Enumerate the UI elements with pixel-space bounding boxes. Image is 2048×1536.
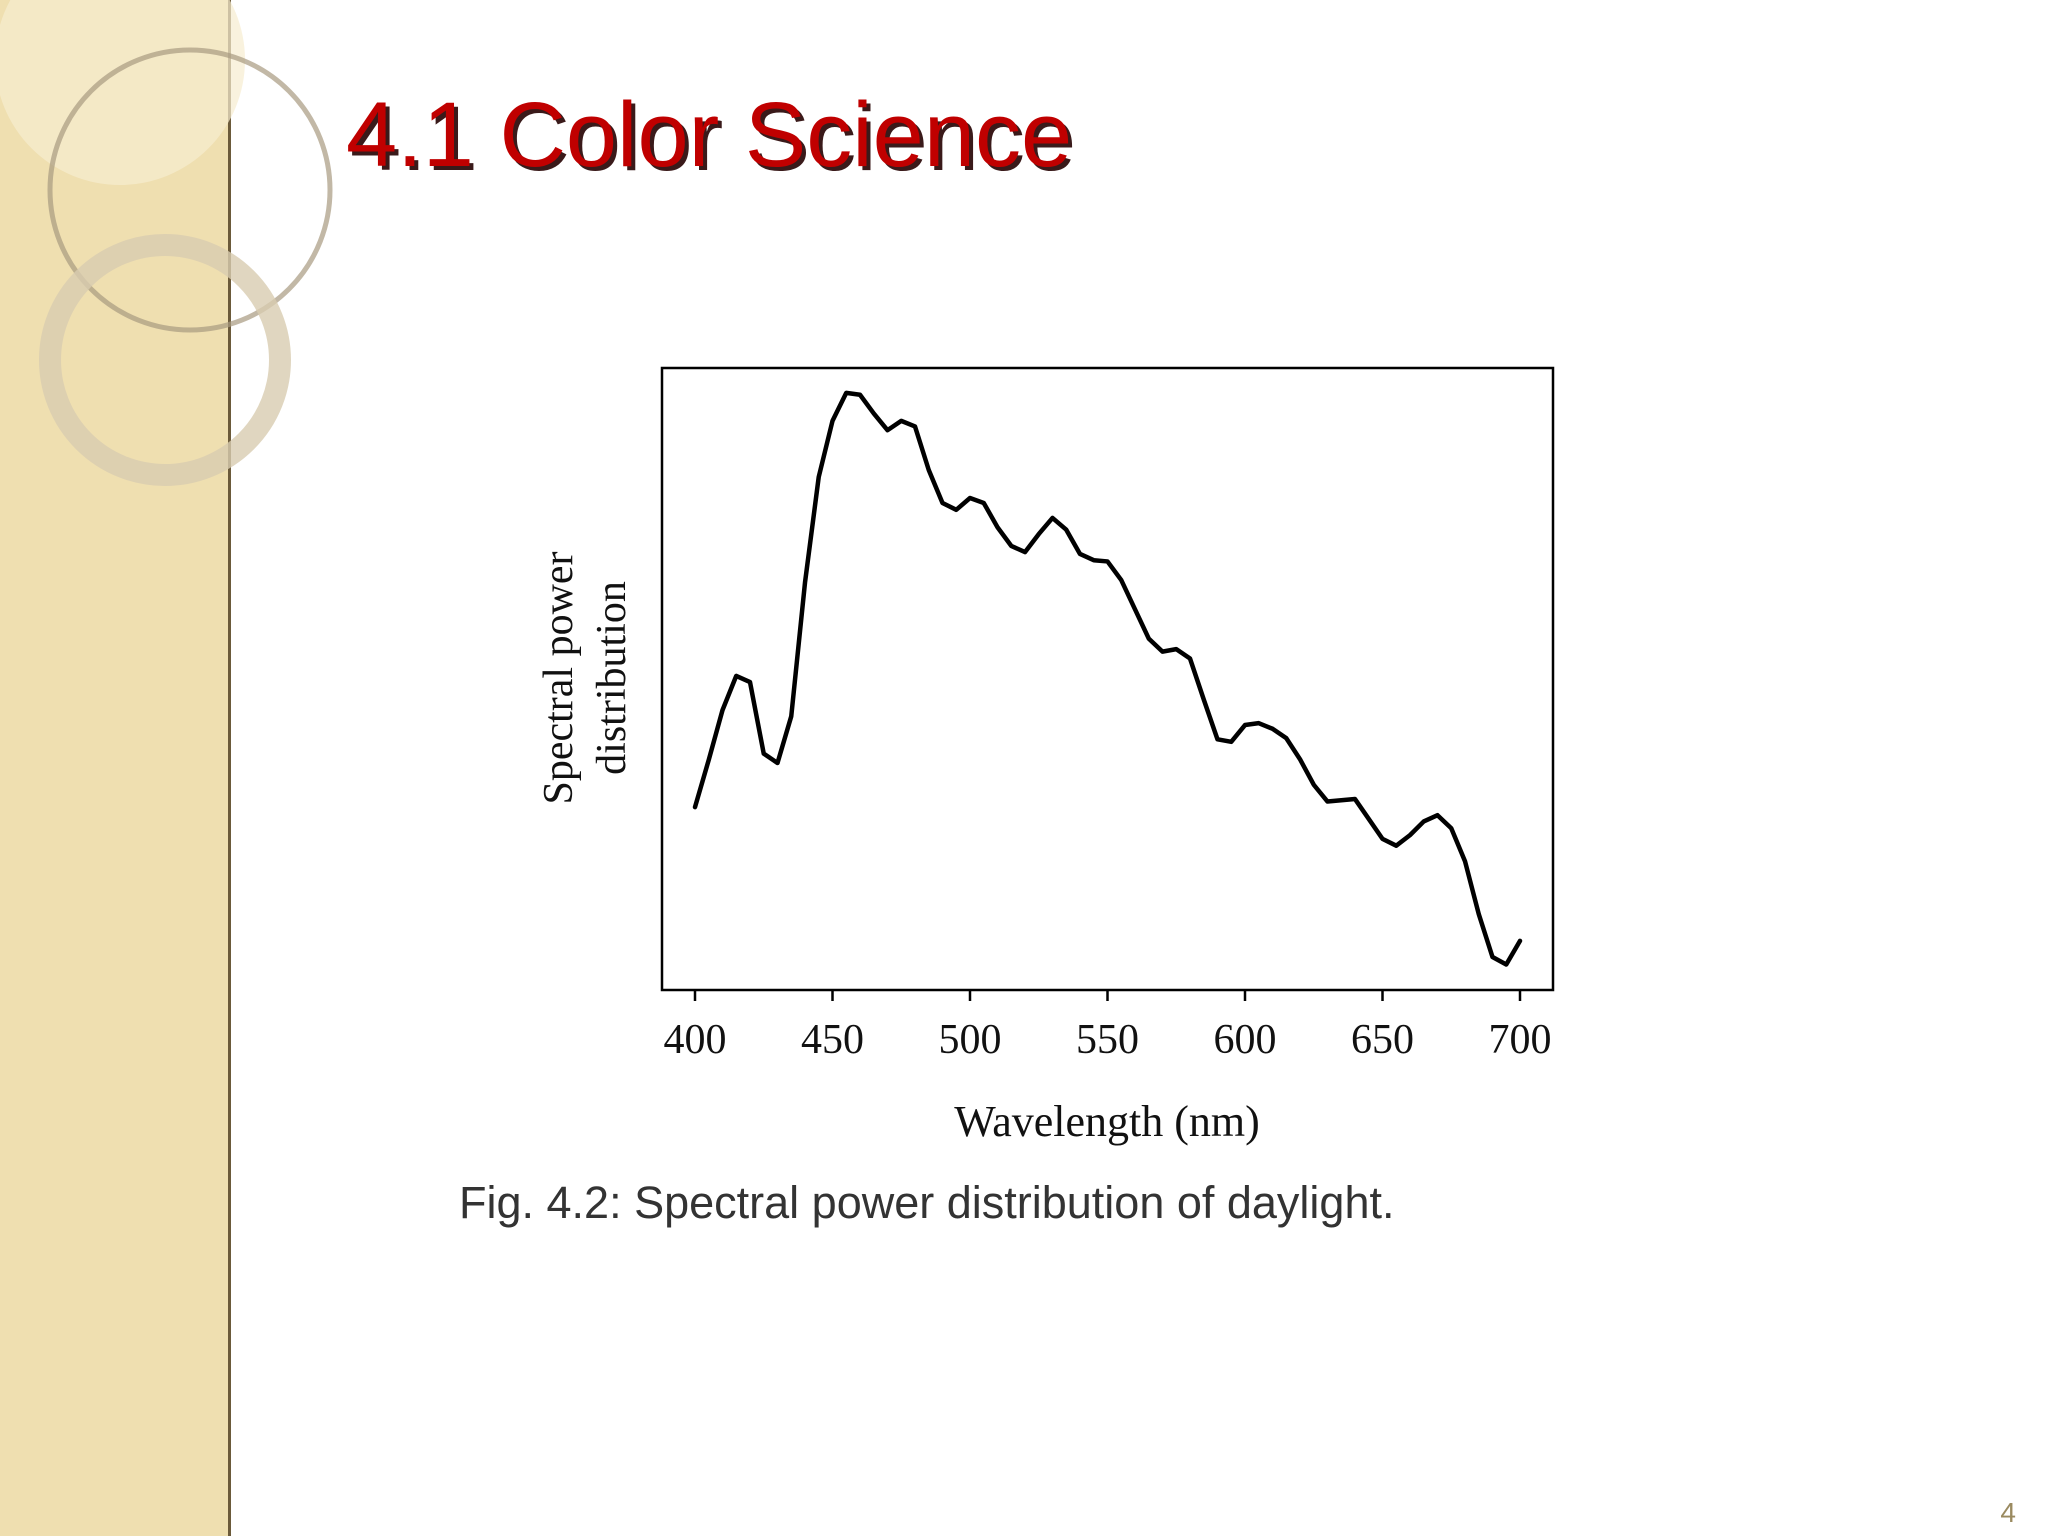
x-axis-label: Wavelength (nm) <box>954 1097 1260 1146</box>
y-axis-label: Spectral power <box>536 551 582 804</box>
decor-ring <box>47 47 333 333</box>
data-line <box>692 390 1523 967</box>
x-tick-label: 550 <box>1076 1017 1139 1063</box>
x-tick-label: 700 <box>1489 1017 1552 1063</box>
x-tick-label: 500 <box>939 1017 1002 1063</box>
x-tick-label: 400 <box>664 1017 727 1063</box>
slide-title: 4.1 Color Science <box>346 84 1072 186</box>
caption: Fig. 4.2: Spectral power distribution of… <box>459 1177 1395 1228</box>
y-axis-label: distribution <box>589 581 635 775</box>
x-tick-label: 650 <box>1351 1017 1414 1063</box>
x-tick-label: 450 <box>801 1017 864 1063</box>
side-strip <box>0 0 230 1536</box>
x-tick-label: 600 <box>1214 1017 1277 1063</box>
strip-edge <box>228 0 231 1536</box>
page-number: 4 <box>2000 1497 2016 1528</box>
title-shadow: 4.1 Color Science <box>350 88 1076 190</box>
decor-ring <box>39 234 291 486</box>
